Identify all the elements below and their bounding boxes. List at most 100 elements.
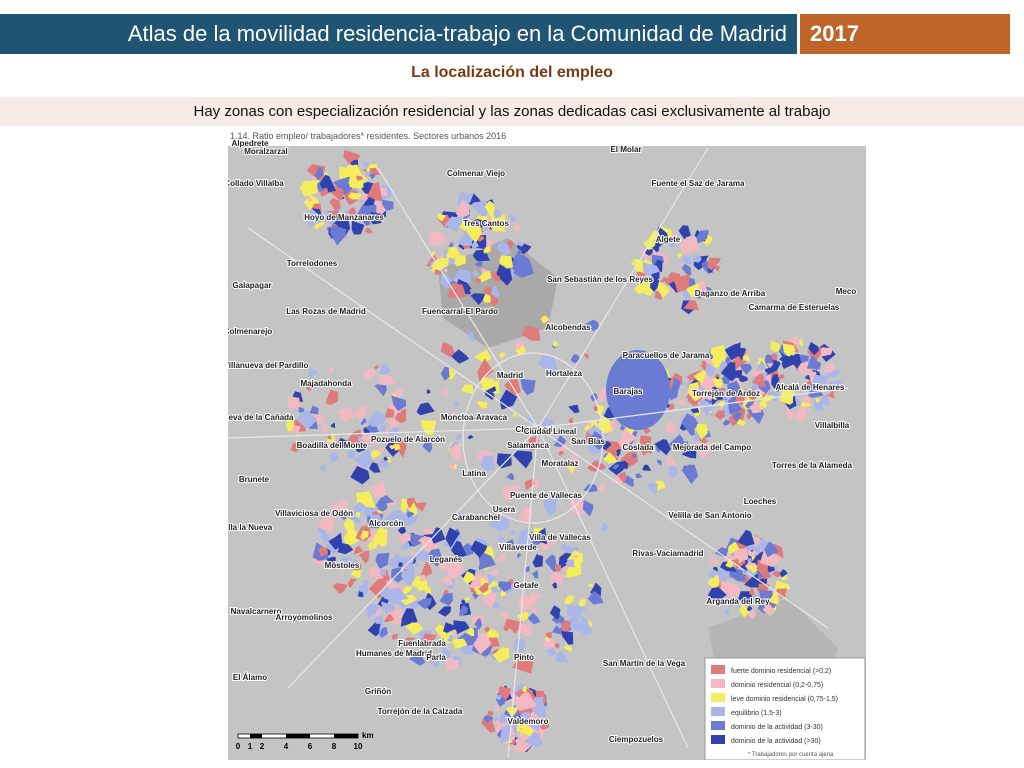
patch [521, 685, 527, 693]
patch [566, 550, 583, 567]
patch [394, 408, 407, 424]
patch [491, 705, 500, 712]
patch [332, 175, 354, 196]
patch [552, 340, 559, 348]
patch [350, 569, 361, 579]
patch [384, 408, 395, 418]
patch [290, 442, 301, 453]
patch [428, 230, 448, 247]
patch [440, 647, 451, 658]
place-label: Móstoles [325, 561, 360, 570]
patch [477, 400, 488, 409]
patch [286, 415, 295, 432]
patch [405, 622, 424, 635]
patch [397, 525, 407, 535]
patch [578, 598, 586, 608]
patch [369, 480, 387, 499]
patch [328, 532, 343, 550]
scale-label: 2 [260, 742, 265, 751]
patch [593, 405, 598, 412]
patch [709, 570, 716, 579]
patch [808, 341, 819, 356]
patch [355, 584, 369, 596]
patch [430, 257, 450, 271]
patch [752, 372, 766, 388]
patch [714, 547, 728, 558]
patch [478, 583, 489, 594]
patch [554, 642, 560, 649]
patch [378, 447, 385, 453]
patch [419, 574, 426, 582]
patch [295, 409, 318, 430]
patch [354, 449, 374, 469]
patch [722, 419, 730, 426]
patch [798, 339, 803, 347]
patch [422, 440, 433, 454]
patch [510, 530, 516, 535]
patch [496, 240, 511, 257]
patch [416, 597, 432, 610]
patch [668, 434, 686, 452]
patch [347, 578, 357, 589]
patch [513, 638, 526, 655]
place-label: Majadahonda [300, 379, 352, 388]
patch [737, 547, 749, 562]
patch [384, 508, 406, 525]
patch [420, 633, 438, 646]
patch [553, 435, 566, 448]
patch [327, 435, 332, 440]
patch [532, 553, 544, 568]
patch [389, 417, 399, 429]
patch [544, 554, 558, 573]
patch [326, 185, 337, 193]
patch [588, 582, 594, 588]
patch [462, 571, 476, 585]
road [247, 227, 539, 429]
patch [524, 732, 543, 748]
patch [426, 389, 431, 394]
place-label: Boadilla del Monte [297, 441, 368, 450]
patch [513, 450, 533, 469]
patch [360, 217, 371, 226]
patch [714, 265, 720, 272]
patch [499, 264, 513, 286]
place-label: Sevilla la Nueva [228, 523, 273, 532]
patch [683, 300, 699, 311]
patch [374, 384, 387, 397]
patch [346, 164, 363, 177]
patch [681, 413, 699, 435]
patch [481, 591, 497, 608]
patch [771, 374, 780, 383]
patch [492, 602, 501, 609]
patch [373, 364, 379, 370]
scale-label: km [362, 731, 374, 740]
legend-label: dominio de la actividad (>30) [731, 738, 821, 745]
patch [374, 615, 384, 624]
patch [439, 558, 453, 572]
patch [515, 345, 527, 355]
patch [460, 384, 474, 395]
patch [415, 502, 427, 512]
patch [800, 401, 811, 408]
patch [473, 633, 492, 655]
place-label: Meco [836, 287, 857, 296]
patch [373, 576, 391, 593]
patch [287, 396, 301, 410]
scale-bar-fill [250, 734, 262, 738]
patch [736, 601, 742, 608]
patch [770, 353, 778, 361]
patch [670, 232, 680, 240]
patch [430, 251, 435, 256]
patch [756, 359, 767, 372]
patch [470, 293, 486, 305]
patch [715, 569, 732, 580]
title: Atlas de la movilidad residencia-trabajo… [127, 21, 787, 46]
place-label: El Álamo [233, 673, 267, 682]
patch [748, 388, 758, 403]
patch [568, 417, 574, 425]
patch [742, 354, 750, 362]
patch [644, 248, 653, 256]
patch [367, 621, 381, 637]
year: 2017 [810, 21, 859, 46]
patch [496, 453, 512, 469]
